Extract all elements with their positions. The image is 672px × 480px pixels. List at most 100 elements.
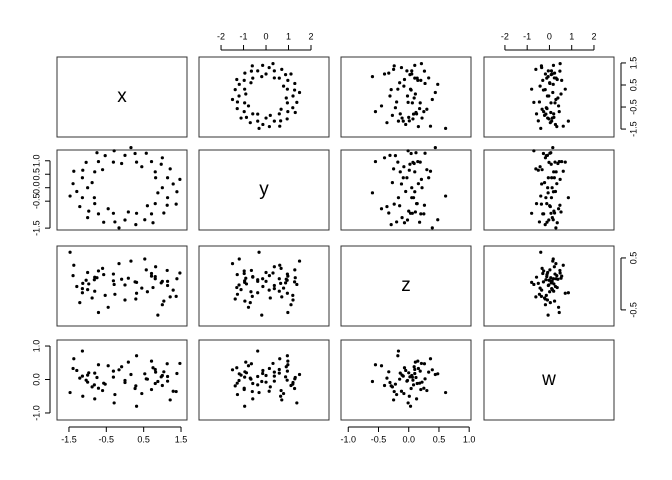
point (543, 88, 547, 92)
point (87, 282, 91, 286)
point (291, 106, 295, 110)
point (286, 363, 290, 367)
point (145, 204, 150, 208)
point (416, 125, 420, 129)
point (235, 106, 239, 111)
point (235, 366, 239, 370)
point (272, 76, 276, 80)
point (554, 226, 558, 230)
point (129, 372, 133, 377)
point (399, 65, 404, 70)
point (416, 159, 420, 164)
point (293, 81, 297, 86)
point (165, 279, 170, 283)
point (537, 100, 542, 104)
point (279, 119, 283, 123)
point (285, 291, 289, 295)
point (168, 295, 172, 299)
point (285, 378, 289, 382)
point (278, 124, 282, 128)
point (280, 398, 284, 402)
point (264, 380, 268, 384)
panel-frame (198, 56, 330, 138)
point (553, 160, 557, 164)
point (237, 378, 241, 383)
point (413, 92, 417, 96)
point (444, 194, 448, 198)
point (549, 69, 554, 73)
point (559, 276, 563, 280)
point (553, 122, 558, 127)
point (278, 263, 282, 267)
point (143, 257, 147, 261)
point (559, 92, 563, 96)
point (551, 63, 556, 67)
point (81, 394, 85, 398)
point (554, 97, 558, 102)
point (285, 272, 289, 276)
point (78, 376, 82, 380)
point (126, 276, 130, 280)
point (392, 67, 396, 71)
point (423, 151, 427, 155)
point (93, 371, 97, 375)
point (541, 151, 546, 156)
point (233, 384, 237, 388)
point (68, 194, 72, 198)
point (419, 212, 423, 216)
point (551, 90, 555, 95)
point (165, 196, 170, 200)
point (134, 211, 139, 215)
point (541, 271, 545, 276)
point (279, 388, 283, 393)
point (267, 274, 271, 278)
point (93, 397, 97, 401)
point (103, 293, 107, 297)
point (538, 84, 542, 88)
point (545, 275, 549, 279)
point (251, 275, 255, 279)
point (286, 310, 290, 315)
point (407, 168, 411, 172)
point (237, 257, 241, 261)
panel-frame (56, 245, 188, 327)
point (285, 101, 289, 105)
point (153, 275, 157, 279)
point (392, 202, 396, 206)
point (551, 82, 555, 86)
point (279, 394, 283, 398)
point (71, 182, 75, 186)
point (400, 116, 404, 120)
point (156, 379, 160, 384)
panel-frame (483, 245, 615, 327)
point (123, 218, 127, 222)
point (408, 404, 413, 408)
point (111, 211, 116, 215)
point (250, 64, 254, 68)
point (230, 368, 235, 372)
y-tick-label: -0.5 (628, 99, 638, 115)
point (149, 274, 154, 278)
point (551, 145, 555, 150)
point (68, 250, 72, 254)
point (92, 278, 96, 282)
point (412, 96, 416, 100)
point (249, 290, 253, 294)
point (539, 250, 543, 254)
point (408, 87, 413, 91)
point (561, 263, 565, 267)
point (251, 397, 255, 401)
point (418, 381, 422, 385)
point (407, 115, 411, 119)
point (281, 391, 286, 396)
point (244, 276, 248, 280)
point (430, 368, 434, 372)
var-name: y (259, 179, 269, 200)
point (267, 389, 271, 393)
point (153, 170, 157, 174)
point (117, 262, 121, 266)
point (113, 292, 117, 296)
point (551, 190, 556, 194)
point (233, 88, 237, 92)
